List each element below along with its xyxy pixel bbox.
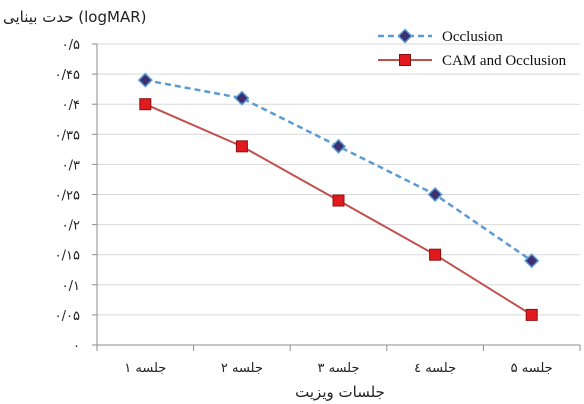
series-line [144,103,533,316]
series-1 [137,72,540,269]
data-point-diamond [330,138,347,154]
legend-label: CAM and Occlusion [442,53,567,69]
data-point-diamond [524,253,540,269]
x-axis-title: جلسات ویزیت [295,383,385,401]
y-tick-label: ۰/۰۵ [55,309,80,324]
series-line [145,78,533,262]
y-tick-label: ۰/۴۵ [55,68,80,83]
x-tick-label: جلسه ۲ [221,361,263,376]
axes [92,43,581,351]
gridlines [97,43,580,316]
y-tick-label: ۰/۵ [62,38,80,53]
legend: Occlusion CAM and Occlusion [378,28,567,69]
y-tick-label: ۰/۱۵ [55,249,80,264]
data-point-diamond [234,90,250,106]
y-tick-label: ۰/۳ [62,158,80,173]
legend-label: Occlusion [442,29,503,45]
data-point-diamond [397,28,413,44]
data-point-diamond [427,186,443,203]
y-tick-labels: ۰ ۰/۰۵ ۰/۱ ۰/۱۵ ۰/۲ ۰/۲۵ ۰/۳ ۰/۳۵ ۰/۴ ۰/۴۵ ۰/۵ [55,38,80,354]
y-tick-label: ۰/۲ [62,219,80,234]
legend-item: CAM and Occlusion [378,53,567,69]
x-tick-label: جلسه ٤ [414,361,456,376]
series [137,72,540,321]
data-point-diamond [137,72,153,88]
y-tick-label: ۰/۱ [62,279,80,294]
x-tick-label: جلسه ۱ [124,361,166,376]
data-point-square [139,98,152,111]
data-point-square [332,194,345,207]
y-tick-label: ۰ [73,339,80,354]
data-point-square [525,308,538,321]
x-tick-labels: جلسه ۱ جلسه ۲ جلسه ۳ جلسه ٤ جلسه ۵ [124,361,552,376]
data-point-square [429,248,442,261]
y-tick-label: ۰/۴ [62,98,80,113]
y-axis-title: حدت بینایی (logMAR) [3,8,146,26]
x-tick-label: جلسه ۳ [317,361,359,376]
x-tick-label: جلسه ۵ [511,361,553,376]
data-point-square [399,54,411,66]
data-point-square [235,140,248,153]
y-tick-label: ۰/۲۵ [55,189,80,204]
series-2 [139,98,538,321]
y-tick-label: ۰/۳۵ [55,128,80,143]
legend-item: Occlusion [378,28,503,45]
